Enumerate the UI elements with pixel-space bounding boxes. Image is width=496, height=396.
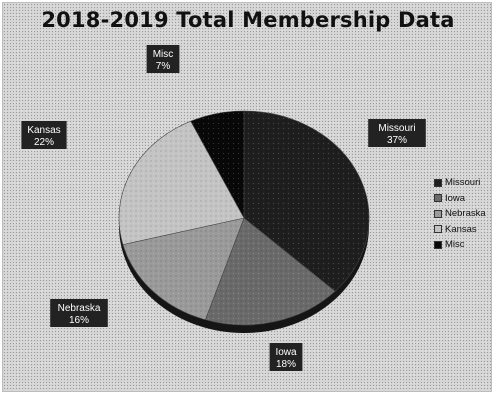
data-label-box	[50, 299, 108, 327]
legend-swatch	[434, 240, 442, 249]
pie-slice-texture	[205, 218, 336, 325]
data-label-value: 7%	[156, 61, 171, 72]
legend-label: Nebraska	[445, 208, 486, 219]
data-label-value: 18%	[276, 359, 296, 370]
data-label-value: 22%	[34, 137, 54, 148]
chart-title: 2018-2019 Total Membership Data	[41, 8, 455, 32]
legend-swatch	[434, 209, 442, 218]
pie-slice-texture	[190, 111, 244, 218]
data-label-box	[269, 343, 303, 371]
legend: Missouri Iowa Nebraska Kansas Misc	[434, 175, 486, 253]
legend-item-misc: Misc	[434, 237, 486, 253]
legend-label: Misc	[445, 239, 465, 250]
data-label-category: Missouri	[378, 123, 415, 134]
pie-slice-texture	[122, 218, 244, 320]
data-label-category: Kansas	[27, 125, 60, 136]
legend-swatch	[434, 178, 442, 187]
data-label-value: 37%	[387, 135, 407, 146]
legend-label: Kansas	[445, 223, 477, 235]
pie-slice-texture	[119, 121, 244, 245]
data-label-category: Iowa	[275, 347, 297, 358]
legend-item-iowa: Iowa	[434, 191, 486, 207]
data-label-box	[368, 119, 426, 147]
data-label-box	[21, 121, 67, 149]
legend-label: Missouri	[445, 177, 481, 188]
data-label-category: Misc	[153, 49, 174, 60]
data-label-value: 16%	[69, 315, 89, 326]
pie-slice-texture	[244, 111, 370, 292]
legend-item-missouri: Missouri	[434, 175, 486, 191]
data-label-box	[146, 45, 180, 73]
legend-item-kansas: Kansas	[434, 222, 486, 238]
legend-swatch	[434, 225, 442, 234]
legend-label: Iowa	[445, 192, 466, 204]
legend-item-nebraska: Nebraska	[434, 206, 486, 222]
data-label-category: Nebraska	[58, 303, 101, 314]
legend-swatch	[434, 194, 442, 203]
